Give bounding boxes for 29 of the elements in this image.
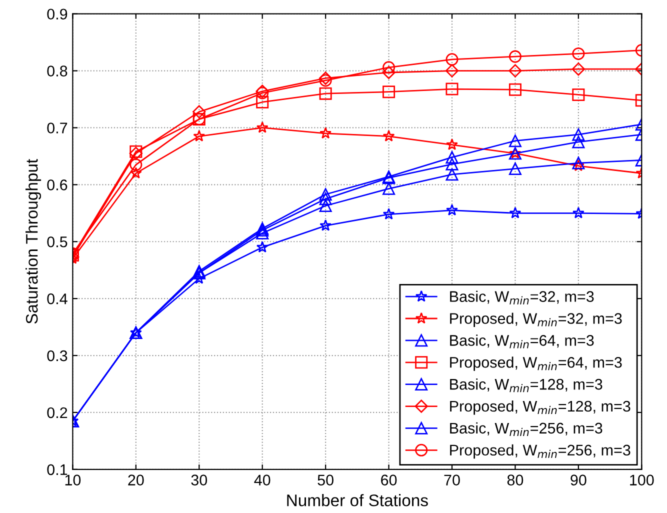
x-tick-label: 90 <box>570 474 586 486</box>
y-tick-label: 0.1 <box>47 464 68 476</box>
x-tick-label: 30 <box>191 474 208 486</box>
legend-label: Basic, W$_{min}$=64, m=3 <box>450 334 594 348</box>
x-axis-title: Number of Stations <box>287 494 428 506</box>
legend-label: Proposed, W$_{min}$=256, m=3 <box>450 444 630 459</box>
x-tick-label: 80 <box>507 474 524 486</box>
x-tick-label: 70 <box>444 474 460 486</box>
legend-label: Basic, W$_{min}$=128, m=3 <box>450 378 602 392</box>
legend-label: Basic, W$_{min}$=32, m=3 <box>450 290 594 304</box>
y-tick-label: 0.3 <box>47 350 68 362</box>
legend-label: Proposed, W$_{min}$=64, m=3 <box>450 356 622 371</box>
y-tick-label: 0.8 <box>47 66 68 76</box>
y-tick-label: 0.2 <box>47 407 68 418</box>
y-tick-label: 0.6 <box>47 180 68 190</box>
x-tick-label: 10 <box>65 474 81 486</box>
y-tick-label: 0.7 <box>47 122 68 134</box>
y-tick-label: 0.5 <box>47 236 68 248</box>
x-tick-label: 50 <box>318 474 334 486</box>
y-tick-label: 0.4 <box>47 293 68 304</box>
legend-label: Proposed, W$_{min}$=128, m=3 <box>450 400 630 415</box>
x-tick-label: 40 <box>254 474 270 486</box>
x-tick-label: 20 <box>128 474 144 486</box>
legend-label: Basic, W$_{min}$=256, m=3 <box>450 422 602 436</box>
y-tick-label: 0.9 <box>47 8 68 20</box>
x-tick-label: 100 <box>630 474 654 486</box>
legend-label: Proposed, W$_{min}$=32, m=3 <box>450 312 622 327</box>
y-axis-title: Saturation Throughput <box>26 158 42 324</box>
x-tick-label: 60 <box>381 474 397 486</box>
